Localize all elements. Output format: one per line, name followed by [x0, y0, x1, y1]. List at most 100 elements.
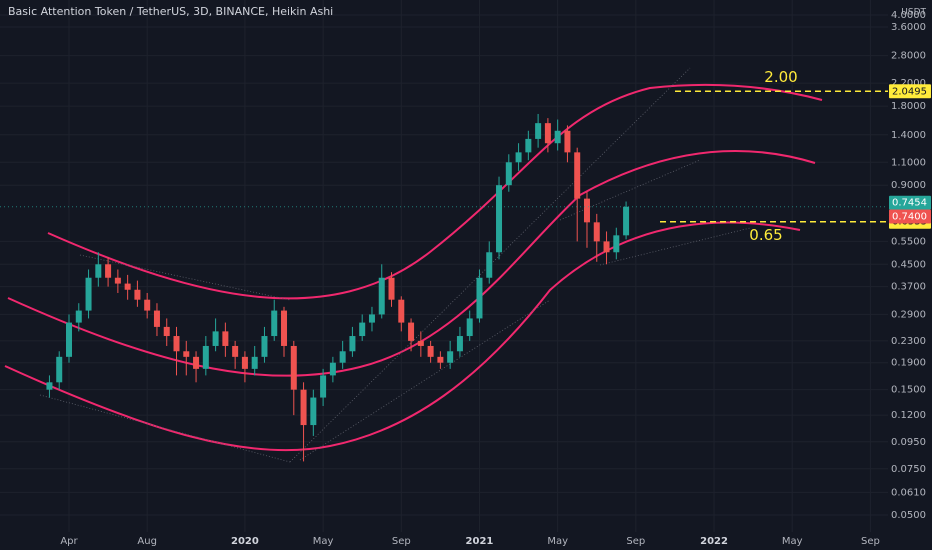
price-tag-label: 2.0495	[892, 86, 927, 97]
candle-body	[134, 289, 141, 300]
candle-body	[251, 356, 258, 369]
candle-body	[320, 375, 327, 398]
x-tick-label: May	[547, 536, 568, 547]
x-tick-label: Aug	[137, 536, 157, 547]
y-tick-label: 2.8000	[891, 51, 926, 62]
candle-body	[417, 340, 424, 346]
x-tick-label: Sep	[392, 536, 411, 547]
candle-body	[222, 331, 229, 346]
y-tick-label: 0.9000	[891, 180, 926, 191]
y-tick-label: 0.2900	[891, 309, 926, 320]
y-tick-label: 0.1500	[891, 385, 926, 396]
y-tick-label: 1.1000	[891, 157, 926, 168]
candle-body	[310, 397, 317, 426]
trend-line	[289, 67, 691, 463]
price-tag-label: 0.7400	[892, 212, 927, 223]
candle-body	[202, 345, 209, 369]
candle-body	[623, 206, 630, 236]
y-tick-label: 3.6000	[891, 22, 926, 33]
candle-body	[349, 336, 356, 352]
candle-body	[183, 351, 190, 357]
x-tick-label: Sep	[861, 536, 880, 547]
candle-body	[535, 123, 542, 139]
candle-body	[544, 123, 551, 144]
candle-body	[466, 318, 473, 337]
grid	[0, 0, 888, 532]
candle-body	[173, 336, 180, 352]
y-tick-label: 2.2000	[891, 78, 926, 89]
candle-body	[574, 152, 581, 199]
candle-body	[271, 310, 278, 337]
candle-body	[193, 356, 200, 369]
candle-body	[515, 152, 522, 163]
candle-body	[241, 356, 248, 369]
candle-body	[388, 277, 395, 300]
y-tick-label: 1.4000	[891, 130, 926, 141]
x-tick-label: Sep	[626, 536, 645, 547]
candle-body	[368, 314, 375, 323]
y-tick-label: 0.4500	[891, 259, 926, 270]
candle-body	[525, 138, 532, 153]
candle-body	[95, 264, 102, 278]
candle-body	[232, 345, 239, 357]
price-tag-label: 0.7454	[892, 198, 927, 209]
x-tick-label: May	[313, 536, 334, 547]
candle-body	[456, 336, 463, 352]
candle-body	[359, 322, 366, 337]
candle-body	[408, 322, 415, 341]
y-tick-label: 4.0000	[891, 10, 926, 21]
channel-line	[47, 83, 823, 300]
y-tick-label: 0.2300	[891, 336, 926, 347]
y-tick-label: 0.0950	[891, 437, 926, 448]
x-tick-label: May	[782, 536, 803, 547]
drawings	[4, 67, 823, 463]
candle-body	[105, 264, 112, 278]
candle-body	[114, 277, 121, 284]
trend-line	[39, 394, 291, 463]
y-tick-label: 0.1900	[891, 358, 926, 369]
candle-body	[447, 351, 454, 363]
candle-body	[75, 310, 82, 323]
candle-body	[603, 241, 610, 253]
candle-body	[613, 235, 620, 253]
candle-body	[85, 277, 92, 311]
candle-body	[593, 222, 600, 242]
candle-body	[290, 345, 297, 390]
candle-body	[496, 185, 503, 253]
x-tick-label: 2020	[231, 536, 259, 547]
chart-title: Basic Attention Token / TetherUS, 3D, BI…	[8, 5, 333, 18]
y-tick-label: 0.0500	[891, 510, 926, 521]
price-tag	[889, 209, 931, 224]
level-text: 2.00	[764, 68, 797, 86]
candle-body	[427, 345, 434, 357]
y-tick-label: 0.3700	[891, 282, 926, 293]
y-tick-label: 0.1200	[891, 410, 926, 421]
candle-body	[329, 362, 336, 376]
channel-line	[4, 221, 801, 452]
x-tick-label: Apr	[60, 536, 78, 547]
candle-body	[46, 382, 53, 390]
x-tick-label: 2021	[466, 536, 494, 547]
level-text: 0.65	[749, 226, 782, 244]
candle-body	[583, 198, 590, 223]
candle-body	[124, 283, 131, 290]
candle-body	[65, 322, 72, 357]
candle-body	[505, 162, 512, 186]
channel-line	[7, 150, 816, 377]
candle-body	[476, 277, 483, 319]
candle-body	[564, 130, 571, 153]
y-tick-label: 0.5500	[891, 236, 926, 247]
currency-label: USDT	[901, 8, 926, 18]
x-tick-label: 2022	[700, 536, 728, 547]
candles	[46, 113, 630, 462]
candle-body	[56, 356, 63, 383]
candle-body	[378, 277, 385, 315]
candle-body	[554, 130, 561, 144]
trend-line	[559, 159, 701, 221]
price-tag	[889, 195, 931, 210]
candle-body	[339, 351, 346, 363]
price-tag	[889, 84, 931, 99]
y-tick-label: 0.0610	[891, 487, 926, 498]
